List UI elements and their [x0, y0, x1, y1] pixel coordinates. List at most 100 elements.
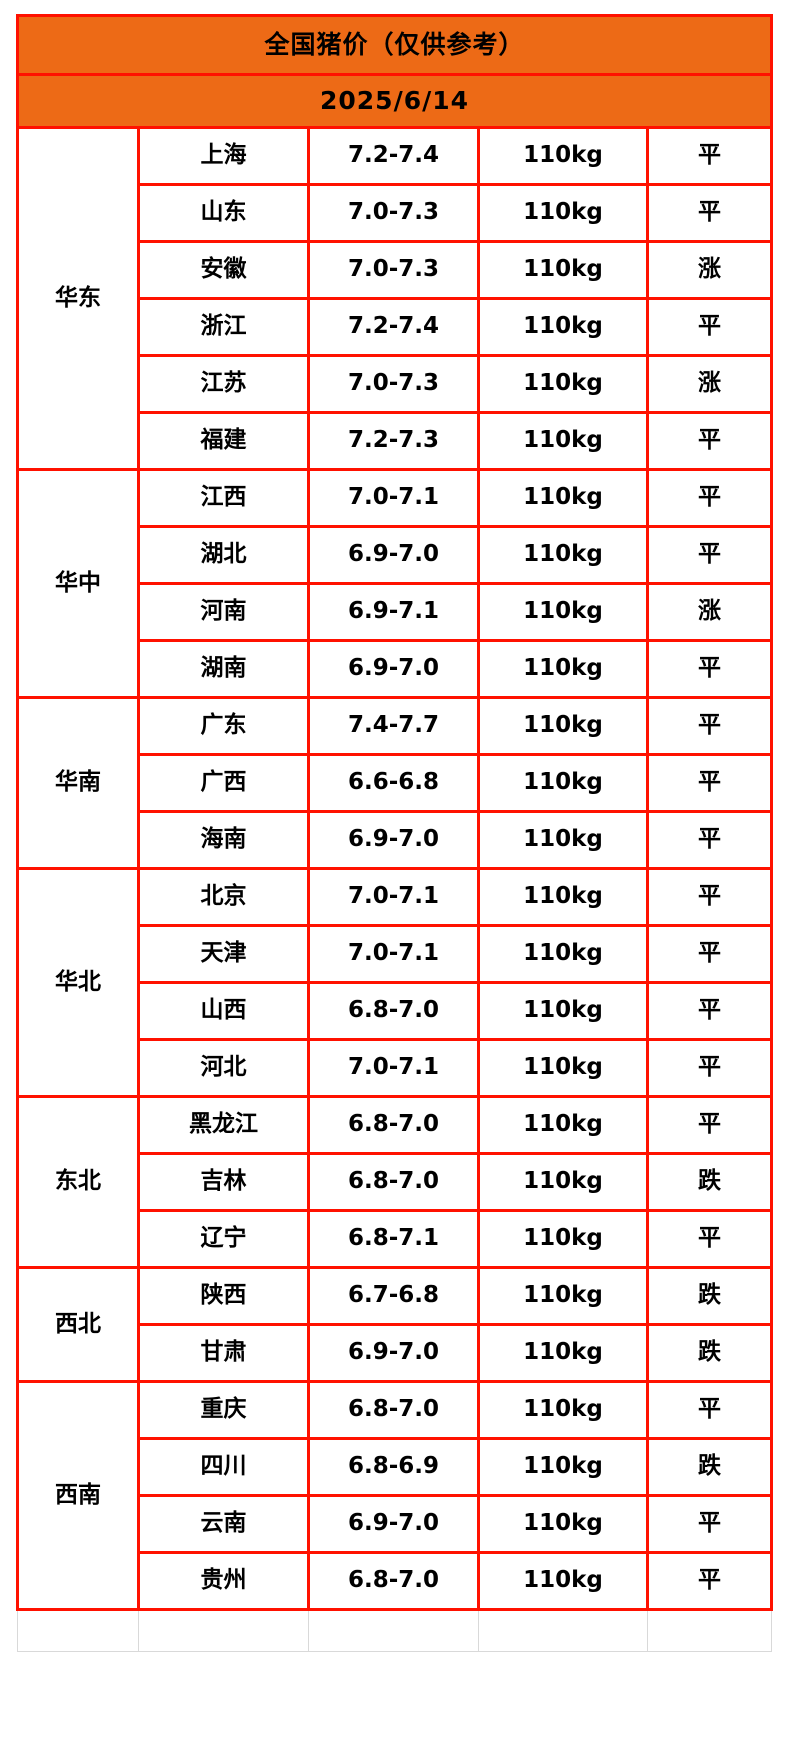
weight-cell: 110kg: [477, 525, 649, 585]
price-cell: 7.0-7.3: [307, 240, 480, 300]
province-cell: 河南: [137, 582, 310, 642]
price-cell: 6.8-7.0: [307, 1551, 480, 1611]
weight-cell: 110kg: [477, 1209, 649, 1269]
table-row: 山西 6.8-7.0 110kg 平: [18, 981, 774, 1041]
province-cell: 河北: [137, 1038, 310, 1098]
weight-cell: 110kg: [477, 1437, 649, 1497]
province-cell: 海南: [137, 810, 310, 870]
weight-cell: 110kg: [477, 924, 649, 984]
weight-cell: 110kg: [477, 1152, 649, 1212]
price-cell: 7.4-7.7: [307, 696, 480, 756]
table-row: 华中 江西 7.0-7.1 110kg 平: [16, 468, 774, 699]
title-row: 全国猪价（仅供参考）: [15, 14, 774, 76]
province-cell: 江西: [137, 468, 310, 528]
trend-cell: 平: [645, 867, 774, 927]
empty-cell: [646, 1609, 773, 1652]
table-row: 湖北 6.9-7.0 110kg 平: [18, 525, 774, 585]
region-cell: 华中: [16, 468, 140, 699]
region-cell: 华东: [16, 126, 140, 471]
price-cell: 7.0-7.1: [307, 468, 480, 528]
province-cell: 天津: [137, 924, 310, 984]
province-cell: 北京: [137, 867, 310, 927]
trend-cell: 平: [645, 924, 774, 984]
trend-cell: 跌: [645, 1437, 774, 1497]
weight-cell: 110kg: [477, 639, 649, 699]
weight-cell: 110kg: [477, 1038, 649, 1098]
weight-cell: 110kg: [477, 297, 649, 357]
table-row: 海南 6.9-7.0 110kg 平: [18, 810, 774, 870]
province-cell: 广西: [137, 753, 310, 813]
table-body: 全国猪价（仅供参考） 2025/6/14 华东 上海 7.2-7.4 110kg 平山东…: [15, 14, 774, 1652]
table-row: 华东 上海 7.2-7.4 110kg 平: [16, 126, 774, 471]
trend-cell: 平: [645, 1380, 774, 1440]
price-cell: 6.7-6.8: [307, 1266, 480, 1326]
table-row: 广西 6.6-6.8 110kg 平: [18, 753, 774, 813]
trend-cell: 涨: [645, 240, 774, 300]
province-cell: 重庆: [137, 1380, 310, 1440]
weight-cell: 110kg: [477, 1551, 649, 1611]
weight-cell: 110kg: [477, 411, 649, 471]
trend-cell: 平: [645, 525, 774, 585]
price-cell: 6.9-7.1: [307, 582, 480, 642]
price-cell: 6.6-6.8: [307, 753, 480, 813]
province-cell: 上海: [137, 126, 310, 186]
province-cell: 江苏: [137, 354, 310, 414]
price-cell: 7.2-7.4: [307, 297, 480, 357]
trend-cell: 跌: [645, 1323, 774, 1383]
trend-cell: 平: [645, 1095, 774, 1155]
price-cell: 7.0-7.3: [307, 183, 480, 243]
province-cell: 黑龙江: [137, 1095, 310, 1155]
table-row: 山东 7.0-7.3 110kg 平: [18, 183, 774, 243]
national-pig-price-table: 全国猪价（仅供参考） 2025/6/14 华东 上海 7.2-7.4 110kg 平山东…: [15, 14, 774, 1652]
trend-cell: 平: [645, 1209, 774, 1269]
price-cell: 6.9-7.0: [307, 810, 480, 870]
empty-cell: [17, 1609, 139, 1652]
province-cell: 山东: [137, 183, 310, 243]
province-cell: 福建: [137, 411, 310, 471]
trend-cell: 平: [645, 981, 774, 1041]
trend-cell: 平: [645, 411, 774, 471]
price-cell: 6.9-7.0: [307, 1494, 480, 1554]
region-cell: 华北: [16, 867, 140, 1098]
empty-cell: [308, 1609, 479, 1652]
report-date: 2025/6/14: [15, 73, 774, 129]
trend-cell: 涨: [645, 582, 774, 642]
weight-cell: 110kg: [477, 696, 649, 756]
weight-cell: 110kg: [477, 753, 649, 813]
trend-cell: 平: [645, 297, 774, 357]
province-cell: 山西: [137, 981, 310, 1041]
table-row: 江苏 7.0-7.3 110kg 涨: [18, 354, 774, 414]
table-row: 贵州 6.8-7.0 110kg 平: [18, 1551, 774, 1611]
weight-cell: 110kg: [477, 981, 649, 1041]
weight-cell: 110kg: [477, 867, 649, 927]
province-cell: 广东: [137, 696, 310, 756]
table-row: 湖南 6.9-7.0 110kg 平: [18, 639, 774, 699]
price-cell: 6.8-7.0: [307, 1380, 480, 1440]
province-cell: 吉林: [137, 1152, 310, 1212]
province-cell: 陕西: [137, 1266, 310, 1326]
price-cell: 6.8-7.0: [307, 981, 480, 1041]
weight-cell: 110kg: [477, 468, 649, 528]
table-row: 西南 重庆 6.8-7.0 110kg 平: [16, 1380, 774, 1611]
region-cell: 东北: [16, 1095, 140, 1269]
trend-cell: 平: [645, 1551, 774, 1611]
price-cell: 6.8-6.9: [307, 1437, 480, 1497]
region-cell: 西南: [16, 1380, 140, 1611]
table-row: 河北 7.0-7.1 110kg 平: [18, 1038, 774, 1098]
trend-cell: 平: [645, 1494, 774, 1554]
region-cell: 华南: [16, 696, 140, 870]
province-cell: 四川: [137, 1437, 310, 1497]
trend-cell: 跌: [645, 1152, 774, 1212]
table-row: 东北 黑龙江 6.8-7.0 110kg 平: [16, 1095, 774, 1269]
price-cell: 7.0-7.1: [307, 924, 480, 984]
province-cell: 安徽: [137, 240, 310, 300]
weight-cell: 110kg: [477, 1380, 649, 1440]
weight-cell: 110kg: [477, 1266, 649, 1326]
page-title: 全国猪价（仅供参考）: [15, 14, 774, 76]
province-cell: 辽宁: [137, 1209, 310, 1269]
table-row: 福建 7.2-7.3 110kg 平: [18, 411, 774, 471]
price-cell: 6.8-7.0: [307, 1095, 480, 1155]
weight-cell: 110kg: [477, 240, 649, 300]
trend-cell: 平: [645, 183, 774, 243]
